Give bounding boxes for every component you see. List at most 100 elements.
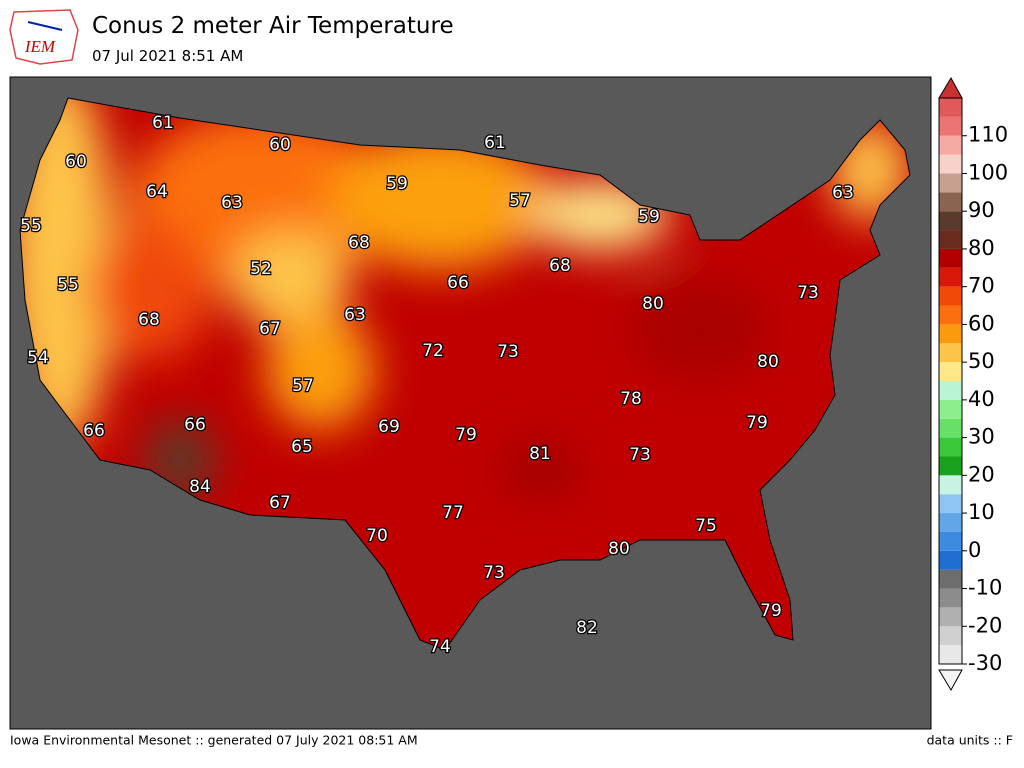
colorbar-tick-label: 70	[968, 274, 995, 298]
footer-right: data units :: F	[927, 733, 1013, 748]
colorbar-band	[939, 418, 962, 438]
contour-label: 82	[576, 618, 598, 638]
logo-text: IEM	[24, 37, 56, 56]
contour-label: 67	[259, 319, 281, 339]
contour-label: 77	[442, 503, 464, 523]
contour-label: 61	[152, 113, 174, 133]
contour-label: 63	[221, 193, 243, 213]
contour-label: 63	[344, 305, 366, 325]
contour-label: 59	[638, 207, 660, 227]
colorbar-band	[939, 607, 962, 627]
colorbar-band	[939, 456, 962, 476]
colorbar-arrow-top	[938, 76, 963, 99]
colorbar-tick-label: 0	[968, 538, 981, 562]
contour-label: 52	[250, 259, 272, 279]
colorbar-band	[939, 343, 962, 363]
colorbar-band	[939, 267, 962, 287]
contour-label: 66	[184, 415, 206, 435]
colorbar-band	[939, 513, 962, 532]
contour-label: 75	[695, 516, 717, 536]
colorbar-tick-label: 100	[968, 160, 1008, 184]
contour-label: 63	[832, 183, 854, 203]
contour-label: 80	[642, 294, 664, 314]
contour-label: 68	[549, 256, 571, 276]
colorbar-band	[939, 550, 962, 570]
colorbar-tick-label: 50	[968, 349, 995, 373]
subtitle: 07 Jul 2021 8:51 AM	[92, 47, 243, 65]
colorbar-band	[939, 211, 962, 231]
contour-label: 61	[484, 133, 506, 153]
colorbar-band	[939, 362, 962, 381]
contour-label: 55	[20, 216, 42, 236]
colorbar-tick-label: 20	[968, 462, 995, 486]
logo: IEM	[9, 9, 79, 65]
contour-label: 57	[509, 191, 531, 211]
colorbar-band	[939, 230, 962, 249]
contour-label: 64	[146, 182, 168, 202]
colorbar-tick-label: 110	[968, 123, 1008, 147]
colorbar-tick-label: 80	[968, 236, 995, 260]
colorbar-band	[939, 381, 962, 400]
colorbar-band	[939, 192, 962, 212]
colorbar: -30 -20 -10 0 10 20 30 40 50 60 70 80 90 100 110	[938, 76, 1008, 692]
colorbar-band	[939, 324, 962, 344]
colorbar-tick-label: -30	[968, 651, 1002, 675]
colorbar-tick-label: 30	[968, 425, 995, 449]
contour-label: 73	[629, 445, 651, 465]
colorbar-band	[939, 399, 962, 419]
contour-label: 57	[292, 376, 314, 396]
contour-label: 81	[529, 444, 551, 464]
colorbar-band	[939, 135, 962, 155]
colorbar-band	[939, 494, 962, 514]
contour-label: 65	[291, 437, 313, 457]
contour-label: 54	[27, 348, 49, 368]
footer-left: Iowa Environmental Mesonet :: generated …	[10, 733, 418, 748]
contour-label: 73	[497, 342, 519, 362]
colorbar-band	[939, 98, 962, 117]
contour-label: 73	[797, 283, 819, 303]
contour-label: 72	[422, 341, 444, 361]
contour-label: 68	[138, 310, 160, 330]
contour-label: 66	[83, 421, 105, 441]
contour-label: 73	[483, 563, 505, 583]
colorbar-tick-label: 90	[968, 198, 995, 222]
colorbar-band	[939, 248, 962, 268]
colorbar-tick-label: 40	[968, 387, 995, 411]
contour-label: 68	[348, 233, 370, 253]
contour-label: 60	[269, 135, 291, 155]
colorbar-band	[939, 154, 962, 174]
colorbar-band	[939, 286, 962, 306]
colorbar-arrow-bottom	[938, 669, 963, 692]
colorbar-band	[939, 437, 962, 457]
contour-labels: 61 60 60 61 64 63 59 57 63 59 55 68 52 68 66 55 68 67 63 73…	[19, 112, 855, 659]
contour-label: 80	[608, 539, 630, 559]
colorbar-tick-label: -20	[968, 613, 1002, 637]
colorbar-band	[939, 588, 962, 608]
colorbar-band	[939, 531, 962, 551]
colorbar-tick-label: -10	[968, 576, 1002, 600]
contour-label: 55	[57, 275, 79, 295]
colorbar-band	[939, 173, 962, 193]
colorbar-tick-label: 60	[968, 311, 995, 335]
title: Conus 2 meter Air Temperature	[92, 13, 454, 39]
contour-label: 80	[757, 352, 779, 372]
colorbar-band	[939, 645, 962, 664]
contour-label: 66	[447, 273, 469, 293]
colorbar-band	[939, 305, 962, 325]
contour-label: 79	[746, 413, 768, 433]
contour-label: 59	[386, 174, 408, 194]
contour-label: 60	[65, 152, 87, 172]
us-outline	[19, 97, 911, 651]
colorbar-band	[939, 569, 962, 589]
colorbar-band	[939, 475, 962, 495]
contour-label: 84	[189, 477, 211, 497]
contour-label: 70	[366, 526, 388, 546]
contour-label: 78	[620, 389, 642, 409]
contour-label: 69	[378, 417, 400, 437]
contour-label: 79	[760, 601, 782, 621]
contour-label: 79	[455, 425, 477, 445]
contour-label: 67	[269, 493, 291, 513]
colorbar-band	[939, 626, 962, 646]
colorbar-frame	[938, 97, 963, 665]
